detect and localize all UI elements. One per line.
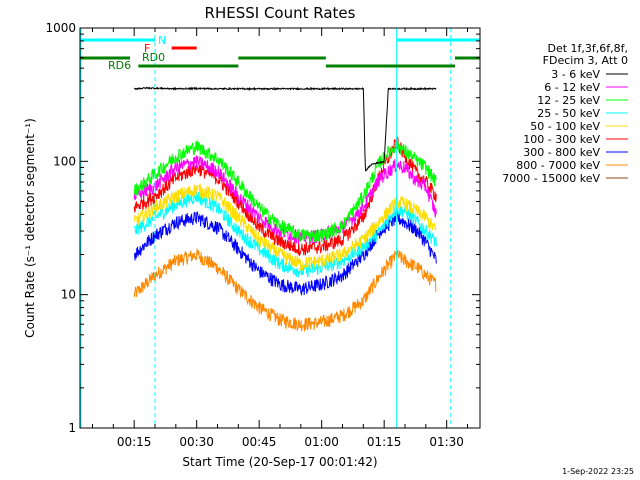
series-line-3-to-6kev xyxy=(133,86,437,172)
footer-timestamp: 1-Sep-2022 23:25 xyxy=(562,467,634,476)
x-tick-label-00:30: 00:30 xyxy=(179,435,214,449)
annotation-n: N xyxy=(158,34,166,47)
series-line-12-to-25kev xyxy=(133,138,437,243)
legend-header-line-1: Det 1f,3f,6f,8f, xyxy=(547,42,628,55)
annotation-rd0: RD0 xyxy=(142,51,165,64)
legend-label-7: 800 - 7000 keV xyxy=(516,159,600,172)
x-tick-label-01:15: 01:15 xyxy=(367,435,402,449)
x-tick-label-00:45: 00:45 xyxy=(242,435,277,449)
x-axis-label: Start Time (20-Sep-17 00:01:42) xyxy=(182,455,377,469)
annotation-f: F xyxy=(144,42,150,55)
x-tick-label-00:15: 00:15 xyxy=(117,435,152,449)
chart-title: RHESSI Count Rates xyxy=(205,4,356,22)
legend-label-1: 6 - 12 keV xyxy=(544,81,600,94)
legend: Det 1f,3f,6f,8f, FDecim 3, Att 0 3 - 6 k… xyxy=(502,42,628,185)
axis-layer: 1 10 100 1000 00:15 00:30 00:45 01:00 01:15 01:30 xyxy=(45,21,480,449)
series-line-25-to-50kev xyxy=(133,190,437,278)
series-line-100-to-300kev xyxy=(133,136,437,256)
y-tick-label-10: 10 xyxy=(61,288,76,302)
y-tick-label-1: 1 xyxy=(68,421,76,435)
legend-header-line-2: FDecim 3, Att 0 xyxy=(543,54,628,67)
legend-label-8: 7000 - 15000 keV xyxy=(502,172,600,185)
series-layer xyxy=(133,86,437,332)
annotation-rd6: RD6 xyxy=(108,59,131,72)
y-tick-label-100: 100 xyxy=(53,154,76,168)
legend-label-4: 50 - 100 keV xyxy=(530,120,600,133)
series-line-50-to-100kev xyxy=(133,183,437,272)
legend-label-2: 12 - 25 keV xyxy=(537,94,600,107)
x-tick-label-01:00: 01:00 xyxy=(304,435,339,449)
series-line-800-to-7000kev xyxy=(133,248,437,332)
legend-label-5: 100 - 300 keV xyxy=(523,133,600,146)
x-tick-label-01:30: 01:30 xyxy=(429,435,464,449)
y-axis-label: Count Rate (s⁻¹ detector segment⁻¹) xyxy=(23,118,37,338)
legend-label-6: 300 - 800 keV xyxy=(523,146,600,159)
y-tick-label-1000: 1000 xyxy=(45,21,76,35)
legend-label-0: 3 - 6 keV xyxy=(551,68,600,81)
legend-label-3: 25 - 50 keV xyxy=(537,107,600,120)
